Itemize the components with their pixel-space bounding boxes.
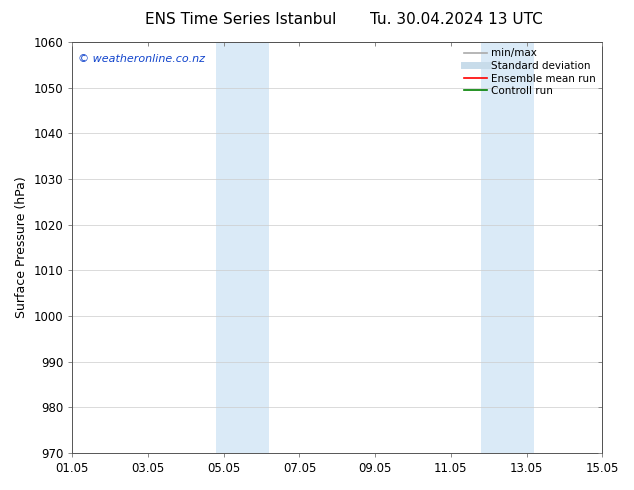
Text: ENS Time Series Istanbul: ENS Time Series Istanbul [145, 12, 337, 27]
Text: © weatheronline.co.nz: © weatheronline.co.nz [77, 54, 205, 64]
Bar [481, 42, 534, 453]
Text: Tu. 30.04.2024 13 UTC: Tu. 30.04.2024 13 UTC [370, 12, 543, 27]
Bar [216, 42, 269, 453]
Legend: min/max, Standard deviation, Ensemble mean run, Controll run: min/max, Standard deviation, Ensemble me… [460, 44, 600, 100]
Y-axis label: Surface Pressure (hPa): Surface Pressure (hPa) [15, 176, 28, 318]
